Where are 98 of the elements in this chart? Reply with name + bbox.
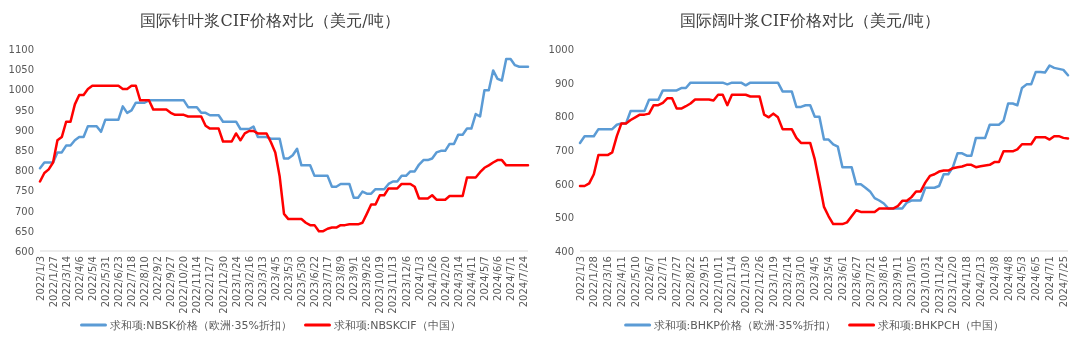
x-tick-label: 2023/6/27 <box>850 256 862 308</box>
x-tick-label: 2024/6/6 <box>492 256 503 301</box>
y-tick-label: 750 <box>14 185 34 197</box>
x-tick-label: 2022/4/6 <box>73 256 85 301</box>
y-tick-label: 650 <box>14 225 34 237</box>
x-tick-label: 2023/3/13 <box>256 256 268 308</box>
y-tick-label: 900 <box>554 77 574 89</box>
x-tick-label: 2022/1/3 <box>574 256 586 301</box>
x-tick-label: 2024/1/26 <box>426 256 438 308</box>
x-tick-label: 2024/1/3 <box>413 256 425 301</box>
x-tick-label: 2023/7/17 <box>322 256 334 308</box>
y-tick-label: 600 <box>14 246 34 257</box>
x-tick-label: 2023/9/1 <box>348 256 360 301</box>
x-tick-label: 2023/9/11 <box>892 256 904 308</box>
chart-title: 国际针叶浆CIF价格对比（美元/吨） <box>140 11 400 30</box>
x-tick-label: 2022/6/23 <box>112 256 124 308</box>
chart-title: 国际阔叶浆CIF价格对比（美元/吨） <box>680 11 940 30</box>
y-tick-label: 400 <box>554 246 574 257</box>
x-tick-label: 2023/10/19 <box>374 256 386 314</box>
x-tick-label: 2023/10/31 <box>919 256 931 314</box>
x-tick-label: 2024/3/8 <box>988 256 1000 301</box>
x-tick-label: 2022/12/7 <box>204 256 216 308</box>
x-tick-label: 2023/11/24 <box>933 256 945 314</box>
legend-label: 求和项:BHKPCH（中国） <box>877 319 1004 332</box>
x-tick-label: 2024/2/20 <box>439 256 451 308</box>
x-tick-label: 2022/11/30 <box>740 256 752 314</box>
y-tick-label: 800 <box>554 111 574 123</box>
x-tick-label: 2022/7/18 <box>126 256 137 308</box>
x-tick-label: 2022/9/15 <box>698 256 710 308</box>
x-tick-label: 2023/8/16 <box>878 256 890 308</box>
x-tick-label: 2024/5/3 <box>1016 256 1028 301</box>
x-tick-label: 2022/12/26 <box>754 256 766 314</box>
x-tick-label: 2022/1/27 <box>47 256 59 308</box>
y-tick-label: 600 <box>554 178 574 190</box>
x-tick-label: 2024/7/25 <box>1057 256 1069 308</box>
legend-label: 求和项:NBSKCIF（中国） <box>333 319 461 332</box>
x-tick-label: 2023/6/22 <box>309 256 320 308</box>
x-tick-label: 2022/11/14 <box>191 256 203 314</box>
x-tick-label: 2023/5/3 <box>282 256 294 301</box>
y-tick-label: 1050 <box>8 64 34 76</box>
x-tick-label: 2023/11/13 <box>387 256 399 314</box>
x-tick-label: 2022/3/16 <box>602 256 614 308</box>
y-tick-label: 850 <box>14 145 34 156</box>
x-tick-label: 2022/9/27 <box>165 256 177 308</box>
x-tick-label: 2022/4/11 <box>615 256 627 308</box>
x-tick-label: 2023/1/24 <box>230 256 242 308</box>
x-tick-label: 2022/6/7 <box>643 256 655 301</box>
y-tick-label: 700 <box>554 145 574 156</box>
y-tick-label: 700 <box>14 205 34 217</box>
x-tick-label: 2024/3/14 <box>452 256 464 308</box>
x-tick-label: 2024/7/1 <box>1044 256 1056 301</box>
x-tick-label: 2023/4/5 <box>269 256 281 301</box>
x-tick-label: 2023/7/21 <box>864 256 876 308</box>
x-tick-label: 2022/3/14 <box>60 256 72 308</box>
x-tick-label: 2022/5/31 <box>99 256 111 308</box>
x-tick-label: 2022/8/10 <box>139 256 151 308</box>
y-tick-label: 950 <box>14 104 34 116</box>
x-tick-label: 2023/3/10 <box>795 256 807 308</box>
legend-label: 求和项:BHKP价格（欧洲·35%折扣） <box>653 319 836 332</box>
legend-label: 求和项:NBSK价格（欧洲·35%折扣） <box>109 319 292 332</box>
x-tick-label: 2022/9/2 <box>152 256 164 301</box>
x-tick-label: 2023/2/14 <box>781 256 793 308</box>
x-tick-label: 2022/12/30 <box>217 256 229 314</box>
x-tick-label: 2024/4/8 <box>1002 256 1014 301</box>
x-tick-label: 2024/5/7 <box>478 256 490 301</box>
x-tick-label: 2023/12/6 <box>400 256 412 308</box>
x-tick-label: 2022/5/4 <box>86 256 98 301</box>
x-tick-label: 2022/8/22 <box>684 256 696 308</box>
x-tick-label: 2024/7/1 <box>505 256 517 301</box>
y-tick-label: 1100 <box>8 44 34 55</box>
x-tick-label: 2023/5/30 <box>295 256 307 308</box>
x-tick-label: 2024/1/18 <box>961 256 973 308</box>
x-tick-label: 2022/11/4 <box>726 256 738 308</box>
x-tick-label: 2023/12/20 <box>947 256 959 314</box>
y-tick-label: 500 <box>554 212 574 224</box>
x-tick-label: 2024/6/5 <box>1030 256 1042 301</box>
x-tick-label: 2022/10/11 <box>712 256 724 314</box>
x-tick-label: 2022/7/1 <box>657 256 669 301</box>
y-tick-label: 900 <box>14 124 34 136</box>
y-tick-label: 800 <box>14 165 34 177</box>
x-tick-label: 2023/6/1 <box>836 256 848 301</box>
x-tick-label: 2023/9/26 <box>361 256 373 308</box>
x-tick-label: 2024/4/11 <box>465 256 477 308</box>
x-tick-label: 2022/7/27 <box>671 256 683 308</box>
y-tick-label: 1000 <box>548 44 574 55</box>
x-tick-label: 2023/1/19 <box>767 256 779 308</box>
x-tick-label: 2022/1/3 <box>34 256 46 301</box>
x-tick-label: 2023/2/16 <box>243 256 255 308</box>
x-tick-label: 2022/5/10 <box>629 256 641 308</box>
x-tick-label: 2023/4/5 <box>809 256 821 301</box>
x-tick-label: 2023/8/9 <box>335 256 347 301</box>
x-tick-label: 2022/10/20 <box>178 256 190 314</box>
y-tick-label: 1000 <box>8 84 34 96</box>
x-tick-label: 2022/1/28 <box>588 256 600 308</box>
x-tick-label: 2024/7/24 <box>518 256 530 308</box>
x-tick-label: 2023/5/4 <box>823 256 835 301</box>
x-tick-label: 2024/2/13 <box>975 256 987 308</box>
x-tick-label: 2023/10/5 <box>905 256 917 308</box>
